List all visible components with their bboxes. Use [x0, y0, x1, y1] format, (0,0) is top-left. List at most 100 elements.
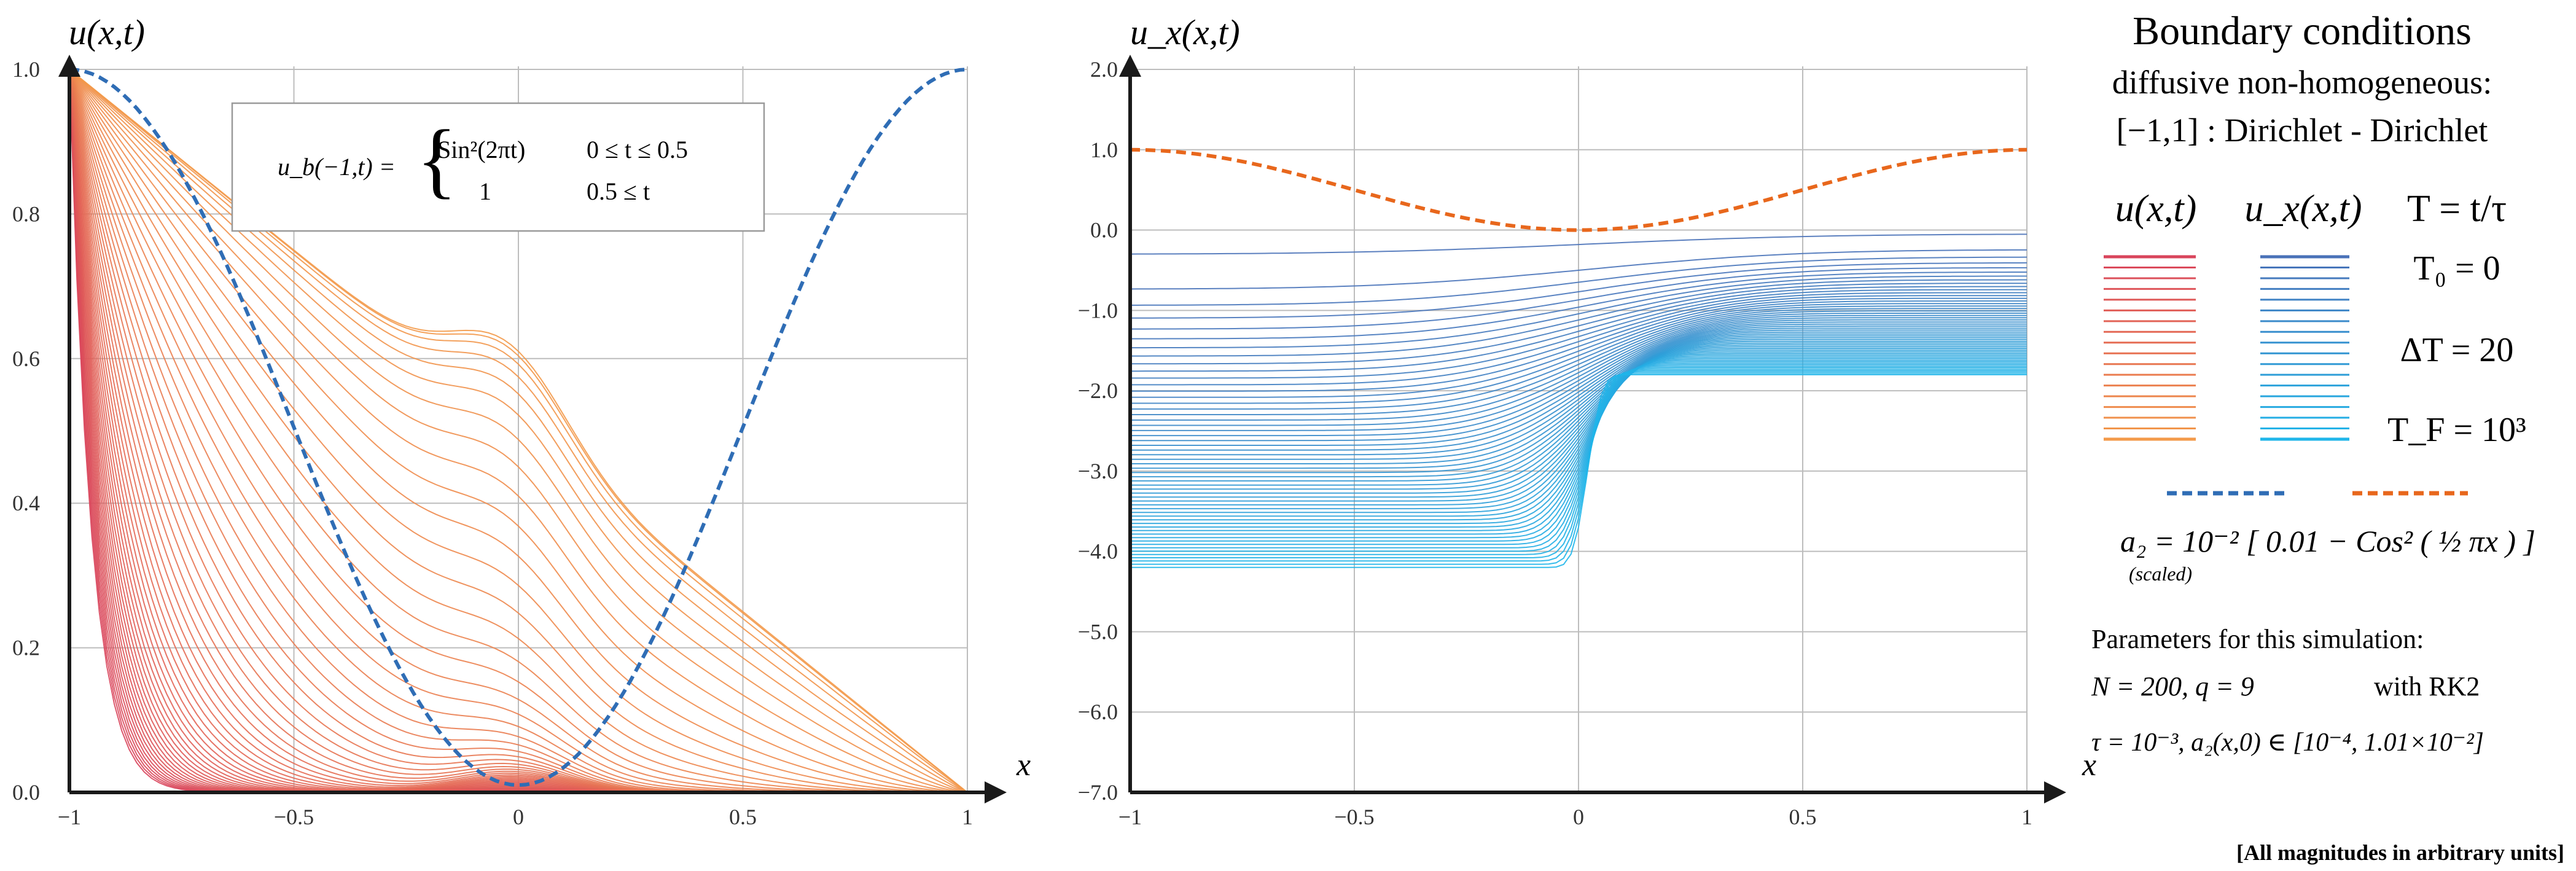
- chart-ux-curve: [1130, 337, 2027, 486]
- bc-row2-expr: 1: [479, 178, 491, 205]
- chart-ux-curve: [1130, 374, 2027, 568]
- chart-ux-curve: [1130, 297, 2027, 398]
- chart-u-x-tick: 0: [513, 805, 524, 829]
- legend-params-title: Parameters for this simulation:: [2091, 624, 2424, 654]
- chart-ux-curve: [1130, 310, 2027, 426]
- chart-u-y-tick: 0.2: [12, 636, 40, 660]
- chart-ux-curve: [1130, 312, 2027, 431]
- legend-col-u: u(x,t): [2115, 188, 2197, 230]
- legend-footer: [All magnitudes in arbitrary units]: [2236, 840, 2564, 865]
- chart-ux-y-tick: −2.0: [1078, 378, 1118, 403]
- chart-u-x-tick: 0.5: [729, 805, 757, 829]
- chart-ux-curve: [1130, 344, 2027, 502]
- chart-ux-y-tick: −1.0: [1078, 298, 1118, 322]
- chart-ux-curve: [1130, 372, 2027, 565]
- chart-ux-curve: [1130, 346, 2027, 506]
- chart-ux-curve: [1130, 357, 2027, 531]
- chart-ux-curve: [1130, 351, 2027, 517]
- chart-ux-curve: [1130, 308, 2027, 421]
- legend-scaled: (scaled): [2129, 563, 2192, 585]
- chart-ux-curve: [1130, 340, 2027, 494]
- chart-ux-curve: [1130, 279, 2027, 357]
- chart-ux-curve: [1130, 321, 2027, 451]
- chart-ux-ylabel: u_x(x,t): [1130, 12, 1240, 52]
- chart-u-x-tick: −1: [58, 805, 81, 829]
- chart-u-curve: [69, 69, 968, 793]
- legend-col-T: T = t/τ: [2407, 188, 2507, 230]
- chart-ux-curve: [1130, 286, 2027, 372]
- chart-ux-curve: [1130, 295, 2027, 392]
- chart-ux-y-tick: 0.0: [1090, 218, 1118, 243]
- chart-u-curve: [69, 69, 967, 793]
- chart-u-curve: [69, 69, 968, 793]
- chart-ux-x-tick: 0: [1573, 805, 1584, 829]
- chart-ux-curve: [1130, 305, 2027, 415]
- chart-ux-curve: [1130, 256, 2028, 306]
- boundary-condition-box: u_b(−1,t) = { Sin²(2πt) 0 ≤ t ≤ 0.5 1 0.…: [231, 102, 765, 232]
- chart-ux-curve: [1130, 369, 2027, 558]
- legend-panel: Boundary conditions diffusive non-homoge…: [2091, 9, 2564, 865]
- legend-ux-swatches: [2260, 255, 2349, 441]
- legend-params-line1: N = 200, q = 9: [2091, 671, 2254, 701]
- legend-subtitle-1: diffusive non-homogeneous:: [2112, 64, 2492, 101]
- chart-ux-curve: [1130, 233, 2027, 255]
- chart-ux-curve: [1130, 329, 2027, 469]
- chart-ux-curve: [1130, 364, 2027, 545]
- chart-ux-curve: [1130, 327, 2027, 464]
- chart-u-y-tick: 1.0: [12, 57, 40, 82]
- chart-u-y-tick: 0.6: [12, 346, 40, 371]
- chart-ux-curve: [1130, 362, 2027, 542]
- chart-u-curve: [69, 69, 967, 793]
- legend-tf: T_F = 10³: [2387, 411, 2526, 449]
- chart-ux-curve: [1130, 323, 2027, 456]
- legend-params-line2: τ = 10⁻³, a₂(x,0) ∈ [10⁻⁴, 1.01×10⁻²]: [2091, 728, 2484, 757]
- chart-u-curve: [69, 69, 968, 793]
- chart-ux-curve: [1130, 289, 2027, 379]
- chart-ux-curve: [1130, 314, 2027, 437]
- chart-ux-curve: [1130, 338, 2027, 490]
- chart-u-xlabel: x: [1016, 748, 1031, 783]
- chart-ux-curve: [1130, 365, 2027, 549]
- chart-u-x-tick: −0.5: [274, 805, 314, 829]
- chart-ux-curve: [1130, 292, 2027, 386]
- chart-u-ylabel: u(x,t): [69, 12, 145, 52]
- chart-u-curve: [69, 69, 968, 793]
- chart-u-y-tick: 0.4: [12, 491, 40, 515]
- chart-u: −1 −0.5 0 0.5 1 0.0 0.2 0.4 0.6 0.8 1.0 u(x,t) x u…: [12, 12, 1031, 829]
- bc-row2-cond: 0.5 ≤ t: [587, 178, 650, 205]
- chart-ux-curve: [1130, 335, 2027, 482]
- chart-ux-y-tick: −3.0: [1078, 459, 1118, 483]
- chart-ux-curve: [1130, 262, 2028, 319]
- chart-ux-curve: [1130, 267, 2027, 330]
- chart-ux: −1 −0.5 0 0.5 1 2.0 1.0 0.0 −1.0 −2.0 −3.0 −4.0 −5.0…: [1078, 12, 2096, 829]
- chart-u-curve: [69, 69, 967, 793]
- chart-ux-xlabel: x: [2082, 748, 2096, 783]
- chart-ux-curve: [1130, 283, 2027, 365]
- chart-u-curve: [69, 69, 968, 793]
- bc-row1-expr: Sin²(2πt): [437, 136, 525, 163]
- chart-u-curve: [69, 69, 968, 793]
- chart-ux-curves: [1130, 233, 2028, 568]
- chart-ux-curve: [1130, 333, 2027, 478]
- chart-ux-grid: [1130, 66, 2028, 793]
- chart-ux-y-tick: −7.0: [1078, 780, 1118, 805]
- chart-ux-y-tick: −4.0: [1078, 539, 1118, 564]
- chart-ux-curve: [1130, 319, 2027, 446]
- chart-ux-axes: [1119, 55, 2066, 803]
- chart-ux-curve: [1130, 367, 2027, 552]
- legend-dt: ΔT = 20: [2400, 331, 2514, 369]
- chart-ux-x-tick: −0.5: [1334, 805, 1374, 829]
- chart-ux-curve: [1130, 275, 2027, 349]
- chart-ux-curve: [1130, 356, 2027, 528]
- chart-ux-curve: [1130, 348, 2027, 510]
- chart-ux-y-tick: −5.0: [1078, 619, 1118, 644]
- chart-ux-y-tick: 2.0: [1090, 57, 1118, 82]
- chart-ux-curve: [1130, 303, 2027, 410]
- chart-ux-x-tick: −1: [1118, 805, 1142, 829]
- chart-ux-curve: [1130, 342, 2027, 498]
- chart-ux-y-tick: 1.0: [1090, 138, 1118, 162]
- chart-u-y-tick: 0.0: [12, 780, 40, 805]
- chart-ux-curve: [1130, 354, 2027, 525]
- chart-ux-curve: [1130, 359, 2027, 535]
